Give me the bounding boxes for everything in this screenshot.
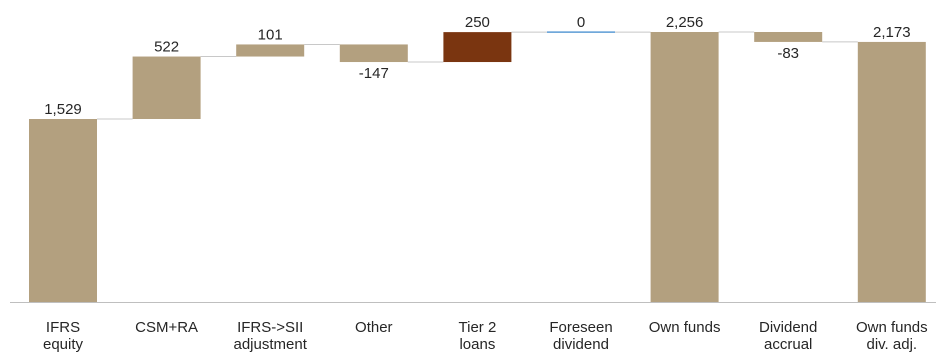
data-label: 101 xyxy=(258,26,283,43)
bar xyxy=(339,44,408,63)
bar xyxy=(754,32,823,42)
data-label: 250 xyxy=(465,14,490,31)
data-label: 522 xyxy=(154,39,179,56)
bar xyxy=(132,56,201,120)
x-tick-label: IFRS equity xyxy=(43,319,84,353)
data-label: 1,529 xyxy=(44,101,82,118)
bar xyxy=(857,41,926,303)
x-tick-label: Own funds div. adj. xyxy=(856,319,928,353)
data-label: -83 xyxy=(777,45,799,62)
x-tick-label: Tier 2 loans xyxy=(459,319,497,353)
x-tick-label: CSM+RA xyxy=(135,319,198,336)
x-tick-label: Foreseen dividend xyxy=(549,319,612,353)
bar xyxy=(443,32,512,63)
x-tick-label: Dividend accrual xyxy=(759,319,817,353)
bar xyxy=(236,44,305,57)
data-label: -147 xyxy=(359,65,389,82)
bar xyxy=(29,119,97,302)
data-label: 0 xyxy=(577,14,585,31)
x-tick-label: Other xyxy=(355,319,393,336)
x-tick-label: Own funds xyxy=(649,319,721,336)
bar xyxy=(650,32,719,302)
data-label: 2,173 xyxy=(873,24,911,41)
x-tick-label: IFRS->SII adjustment xyxy=(234,319,308,353)
data-label: 2,256 xyxy=(666,14,704,31)
